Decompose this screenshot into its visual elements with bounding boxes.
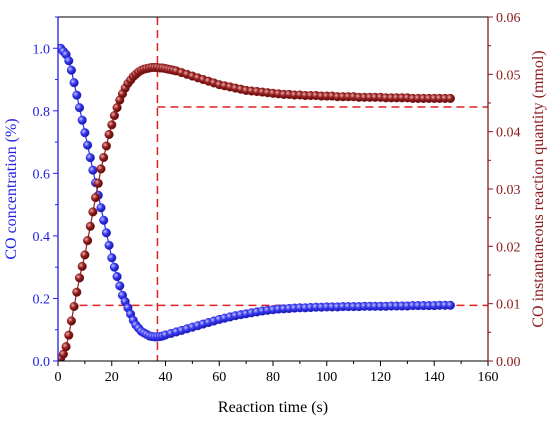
right-axis-ticks: 0.00 0.01 0.02 0.03 0.04 0.05 0.06 (488, 11, 521, 370)
left-axis-ticks: 0.0 0.2 0.4 0.6 0.8 1.0 (33, 16, 58, 370)
reaction-quantity-point (445, 93, 455, 103)
reaction-quantity-point (74, 273, 85, 283)
reaction-quantity-point (99, 152, 109, 163)
reaction-quantity-point (88, 207, 98, 217)
concentration-point (85, 153, 95, 163)
x-tick-label: 40 (159, 370, 173, 385)
right-tick-label: 0.05 (496, 68, 521, 83)
reaction-quantity-point (80, 250, 90, 260)
reaction-quantity-point (61, 342, 71, 352)
left-axis-label: CO concentration (%) (3, 118, 20, 259)
concentration-point (74, 103, 85, 113)
concentration-point (88, 165, 98, 175)
concentration-point (115, 281, 125, 291)
concentration-point (101, 228, 111, 238)
reaction-quantity-point (93, 178, 103, 188)
reaction-quantity-point (66, 316, 76, 326)
concentration-point (99, 215, 109, 225)
x-axis-ticks: 0 20 40 60 80 100 120 140 160 (55, 361, 499, 385)
concentration-point (83, 140, 93, 150)
x-axis-label: Reaction time (s) (218, 399, 328, 416)
reaction-quantity-point (107, 120, 117, 130)
reaction-quantity-point (104, 129, 114, 140)
x-tick-label: 60 (212, 370, 226, 385)
concentration-point (64, 56, 74, 66)
concentration-point (112, 272, 122, 282)
concentration-point (445, 300, 455, 310)
x-tick-label: 20 (105, 370, 119, 385)
x-tick-label: 0 (55, 370, 62, 385)
reaction-quantity-point (96, 164, 106, 174)
x-tick-label: 100 (316, 370, 337, 385)
concentration-point (66, 65, 76, 75)
reaction-quantity-point (91, 193, 101, 203)
concentration-point (109, 262, 119, 272)
reaction-quantity-point (85, 221, 95, 231)
right-axis-label: CO instantaneous reaction quantity (mmol… (530, 50, 547, 327)
right-tick-label: 0.01 (496, 298, 521, 313)
concentration-point (107, 253, 117, 263)
reaction-quantity-point (69, 301, 79, 312)
x-tick-label: 80 (266, 370, 280, 385)
reaction-quantity-point (72, 287, 82, 297)
right-tick-label: 0.06 (496, 11, 521, 26)
left-tick-label: 0.0 (33, 355, 51, 370)
right-tick-label: 0.00 (496, 355, 521, 370)
left-tick-label: 0.8 (33, 105, 51, 120)
concentration-point (104, 240, 114, 250)
concentration-point (69, 78, 79, 88)
right-tick-label: 0.02 (496, 240, 521, 255)
reaction-quantity-point (77, 261, 87, 271)
right-tick-label: 0.04 (496, 126, 521, 141)
left-tick-label: 0.4 (33, 230, 51, 245)
right-tick-label: 0.03 (496, 183, 521, 198)
concentration-point (96, 203, 106, 213)
data-series (58, 43, 455, 361)
x-tick-label: 140 (424, 370, 445, 385)
reaction-quantity-point (109, 111, 119, 121)
left-tick-label: 0.6 (33, 167, 51, 182)
concentration-point (72, 90, 82, 100)
left-tick-label: 0.2 (33, 292, 51, 307)
reaction-quantity-point (64, 330, 74, 340)
reaction-quantity-point (83, 236, 93, 246)
concentration-point (77, 115, 87, 125)
reaction-quantity-point (101, 141, 111, 151)
x-tick-label: 160 (478, 370, 499, 385)
left-tick-label: 1.0 (33, 42, 51, 57)
x-tick-label: 120 (370, 370, 391, 385)
concentration-point (80, 128, 90, 138)
